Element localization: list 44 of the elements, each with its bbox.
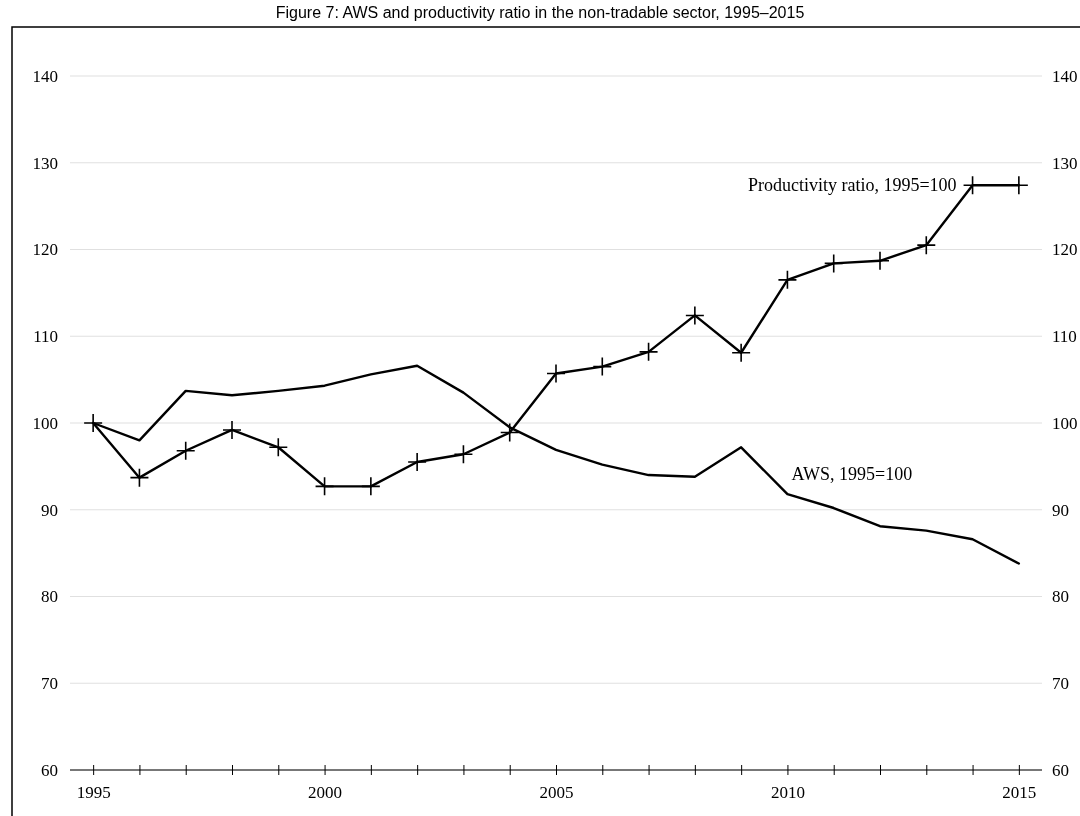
y-tick-label: 110 [33,327,58,347]
y-tick-label: 100 [32,413,58,433]
y2-tick-label: 80 [1052,587,1069,607]
point [175,440,196,461]
x-tick-label: 1995 [76,783,111,803]
y2-tick-label: 110 [1052,327,1077,347]
y2-tick-label: 60 [1052,760,1069,780]
point [685,305,705,326]
point [499,422,520,443]
series-label: Productivity ratio, 1995=100 [747,175,957,196]
point [129,467,150,488]
point [314,476,335,497]
y-tick-label: 80 [41,587,58,607]
y2-tick-label: 140 [1052,66,1078,86]
point [268,437,289,458]
x-tick-label: 2010 [770,783,805,803]
x-tick-label: 2005 [539,783,574,803]
y2-tick-label: 90 [1052,500,1069,520]
point [361,476,381,497]
y2-tick-label: 100 [1052,413,1078,433]
point [638,342,659,362]
y-tick-label: 90 [41,500,58,520]
point [83,413,103,433]
y2-tick-label: 130 [1052,153,1078,173]
y-tick-label: 130 [32,153,58,173]
y-tick-label: 60 [41,760,58,780]
y2-tick-label: 70 [1052,674,1069,694]
point [916,235,937,255]
point [592,356,613,377]
series-label: AWS, 1995=100 [791,464,913,485]
point [777,270,798,290]
x-tick-label: 2000 [308,783,343,803]
point [731,342,751,363]
point [823,253,844,274]
y2-tick-label: 120 [1052,240,1078,260]
point [222,420,242,440]
y-tick-label: 140 [32,66,58,86]
chart-title: Figure 7: AWS and productivity ratio in the non-tradable sector, 1995–2015 [275,4,805,21]
point [453,444,474,465]
point [407,452,427,472]
x-tick-label: 2015 [1002,783,1037,803]
y-tick-label: 120 [32,240,58,260]
point [546,363,566,384]
y-tick-label: 70 [41,674,58,694]
